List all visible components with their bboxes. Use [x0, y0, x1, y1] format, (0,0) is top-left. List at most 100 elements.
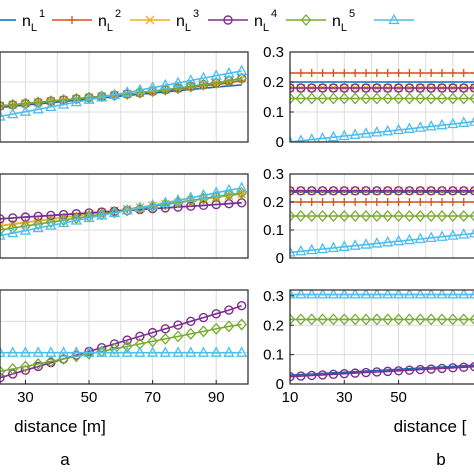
axes-box	[289, 173, 474, 259]
data-point	[223, 188, 235, 201]
data-point	[340, 198, 349, 206]
series-5	[290, 210, 474, 222]
data-point	[121, 204, 133, 215]
data-point	[415, 364, 425, 375]
data-point	[173, 320, 183, 330]
data-point	[458, 92, 470, 105]
chart-a3: 30 50 70 90 distance [m]	[0, 289, 249, 436]
data-point	[223, 183, 235, 195]
data-point	[19, 105, 32, 116]
data-point	[339, 83, 349, 93]
data-point	[383, 186, 393, 196]
data-point	[223, 346, 235, 357]
data-point	[20, 360, 31, 373]
data-point	[383, 83, 393, 93]
column-label-a: a	[60, 450, 70, 469]
data-point	[306, 210, 318, 222]
data-point	[32, 102, 44, 114]
y-tick-label: 0.1	[263, 222, 284, 239]
data-point	[382, 235, 394, 247]
data-point	[362, 198, 370, 206]
data-point	[414, 290, 426, 299]
data-point	[306, 313, 318, 326]
data-point	[307, 186, 317, 196]
data-point	[338, 240, 350, 251]
data-point	[0, 229, 6, 240]
data-point	[468, 290, 474, 299]
data-point	[295, 313, 307, 326]
data-point	[448, 83, 458, 93]
data-point	[8, 213, 18, 223]
data-point	[134, 201, 146, 213]
data-point	[307, 83, 317, 93]
data-point	[372, 83, 382, 93]
data-point	[350, 83, 360, 93]
data-point	[458, 290, 470, 299]
series-5	[290, 92, 474, 105]
data-point	[405, 69, 414, 77]
series-6	[290, 116, 474, 142]
data-point	[392, 234, 405, 246]
data-point	[436, 230, 448, 241]
data-point	[393, 92, 404, 105]
series-5	[0, 318, 248, 378]
data-point	[198, 78, 209, 91]
legend-marker	[223, 15, 233, 25]
data-point	[159, 332, 171, 345]
data-point	[290, 83, 295, 93]
data-point	[469, 83, 474, 93]
data-point	[83, 346, 95, 357]
data-point	[296, 69, 305, 77]
data-point	[383, 366, 393, 377]
data-point	[328, 186, 339, 196]
data-point	[290, 246, 296, 257]
data-point	[159, 78, 171, 90]
data-point	[427, 198, 436, 206]
data-point	[340, 69, 349, 77]
legend-item-3: nL3	[130, 8, 199, 34]
data-point	[307, 370, 317, 381]
data-point	[121, 86, 133, 97]
data-point	[415, 186, 425, 196]
data-point	[447, 117, 459, 129]
data-point	[404, 186, 415, 196]
data-point	[405, 198, 414, 206]
data-point	[403, 290, 416, 299]
data-point	[317, 186, 328, 196]
x-tick-label: 50	[81, 389, 98, 406]
data-point	[425, 210, 437, 222]
data-point	[159, 346, 171, 357]
data-point	[382, 124, 394, 136]
y-tick-label: 0.2	[263, 194, 284, 211]
data-point	[135, 331, 145, 342]
data-point	[426, 186, 436, 196]
data-point	[0, 110, 6, 121]
data-point	[338, 92, 350, 105]
data-point	[185, 80, 197, 93]
data-point	[121, 346, 133, 357]
data-point	[328, 83, 339, 93]
data-point	[290, 313, 296, 326]
data-point	[468, 116, 474, 126]
legend-marker	[300, 14, 312, 26]
legend-item-2: nL2	[52, 8, 121, 34]
y-tick-label: 0.3	[263, 288, 284, 305]
data-point	[404, 83, 415, 93]
data-point	[360, 210, 372, 222]
series-1	[290, 364, 474, 376]
data-point	[295, 92, 307, 105]
data-point	[290, 69, 294, 77]
data-point	[121, 340, 133, 353]
data-point	[185, 74, 197, 85]
data-point	[438, 198, 446, 206]
data-point	[318, 69, 327, 77]
data-point	[185, 346, 197, 357]
x-tick-label: 70	[144, 389, 161, 406]
data-point	[83, 211, 95, 223]
data-point	[186, 316, 196, 327]
data-point	[32, 96, 44, 109]
chart-a2	[0, 173, 249, 259]
data-point	[469, 362, 474, 372]
data-point	[159, 196, 171, 207]
data-point	[393, 366, 404, 376]
